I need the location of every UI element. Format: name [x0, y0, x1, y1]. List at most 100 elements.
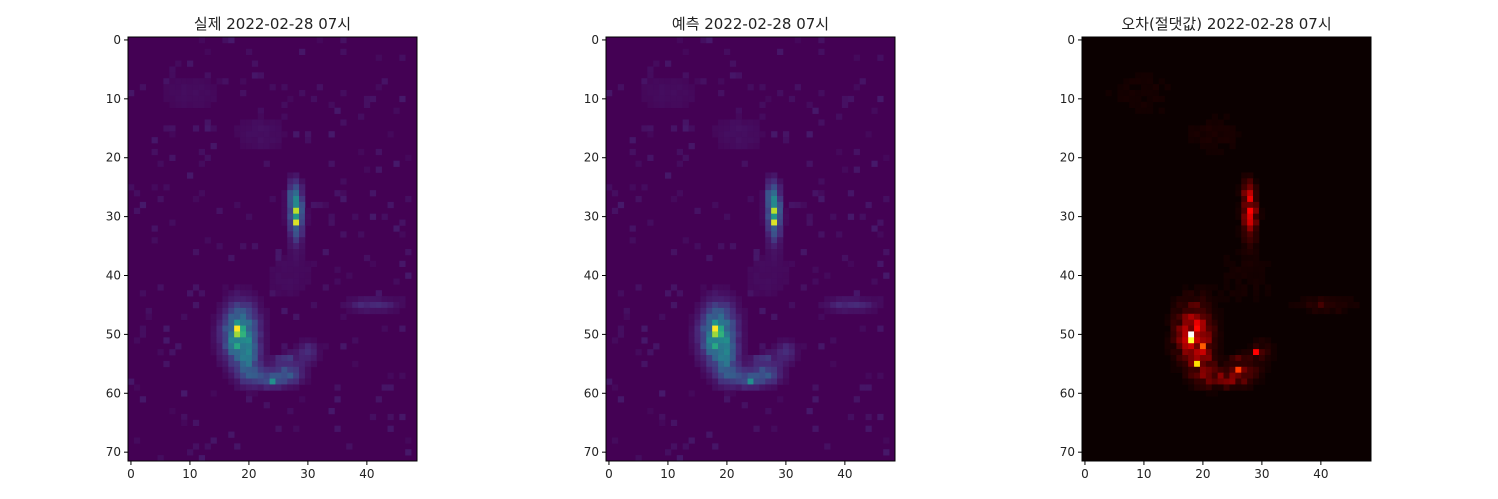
heatmap-cell — [1211, 343, 1219, 350]
heatmap-cell — [316, 343, 323, 350]
heatmap-cell — [1188, 349, 1195, 356]
heatmap-cell — [299, 272, 306, 279]
heatmap-cell — [777, 396, 784, 403]
heatmap-cell — [186, 84, 194, 91]
heatmap-cell — [263, 119, 270, 126]
heatmap-cell — [664, 78, 672, 85]
heatmap-cell — [1247, 243, 1254, 250]
heatmap-cell — [782, 278, 790, 285]
heatmap-cell — [210, 95, 217, 103]
heatmap-cell — [234, 313, 241, 321]
heatmap-cell — [1217, 319, 1224, 326]
heatmap-cell — [263, 402, 270, 409]
heatmap-cell — [782, 343, 790, 350]
heatmap-cell — [824, 443, 831, 450]
heatmap-cell — [1229, 372, 1236, 379]
heatmap-cell — [1152, 95, 1160, 103]
heatmap-cell — [222, 319, 229, 326]
heatmap-cell — [1211, 113, 1219, 120]
heatmap-cell — [1241, 372, 1248, 379]
heatmap-cell — [694, 355, 701, 362]
heatmap-cell — [1229, 266, 1236, 273]
heatmap-cell — [287, 243, 294, 250]
heatmap-cell — [1199, 137, 1207, 144]
heatmap-cell — [735, 107, 743, 114]
heatmap-cell — [399, 219, 406, 226]
heatmap-cell — [251, 290, 259, 297]
heatmap-cell — [234, 378, 241, 385]
heatmap-cell — [281, 101, 288, 109]
heatmap-cell — [1247, 260, 1254, 268]
heatmap-cell — [1211, 372, 1219, 379]
heatmap-cell — [381, 384, 388, 391]
heatmap-cell — [133, 384, 141, 391]
heatmap-cell — [1312, 307, 1319, 315]
heatmap-cell — [718, 290, 725, 297]
heatmap-cell — [670, 302, 678, 309]
heatmap-cell — [245, 131, 253, 138]
heatmap-cell — [617, 290, 625, 297]
heatmap-cell — [641, 90, 648, 97]
heatmap-cell — [818, 178, 825, 185]
heatmap-cell — [611, 190, 619, 197]
heatmap-cell — [853, 296, 860, 303]
heatmap-cell — [293, 343, 300, 350]
heatmap-cell — [1253, 378, 1260, 385]
heatmap-cell — [1253, 366, 1260, 374]
heatmap-cell — [316, 84, 323, 91]
heatmap-cell — [257, 378, 265, 385]
heatmap-cell — [836, 148, 843, 156]
heatmap-cell — [269, 355, 276, 362]
heatmap-cell — [251, 60, 259, 67]
heatmap-cell — [765, 355, 772, 362]
heatmap-cell — [735, 302, 743, 309]
heatmap-cell — [393, 225, 400, 232]
heatmap-cell — [670, 90, 678, 97]
heatmap-cell — [741, 160, 748, 167]
heatmap-cell — [782, 131, 790, 138]
heatmap-cell — [210, 90, 217, 97]
heatmap-cell — [269, 196, 276, 203]
heatmap-cell — [688, 319, 695, 326]
heatmap-cell — [818, 190, 825, 197]
heatmap-cell — [216, 325, 223, 332]
heatmap-cell — [735, 307, 743, 315]
heatmap-cell — [228, 337, 235, 344]
heatmap-cell — [169, 131, 176, 138]
heatmap-cell — [186, 95, 194, 103]
heatmap-cell — [334, 425, 341, 432]
heatmap-cell — [222, 331, 229, 338]
heatmap-cell — [723, 119, 731, 126]
heatmap-cell — [287, 349, 294, 356]
heatmap-cell — [251, 307, 259, 315]
heatmap-cell — [1217, 131, 1224, 138]
heatmap-cell — [1199, 313, 1207, 321]
heatmap-cell — [198, 148, 206, 156]
heatmap-cell — [706, 331, 713, 338]
heatmap-cell — [688, 143, 695, 150]
heatmap-cell — [871, 160, 878, 167]
heatmap-cell — [859, 302, 866, 309]
heatmap-cell — [204, 72, 211, 79]
heatmap-cell — [245, 366, 253, 374]
heatmap-cell — [1199, 360, 1207, 368]
heatmap-cell — [257, 337, 265, 344]
heatmap-cell — [735, 360, 743, 368]
heatmap-cell — [181, 101, 188, 109]
heatmap-cell — [700, 355, 707, 362]
heatmap-cell — [1329, 307, 1336, 315]
heatmap-cell — [304, 349, 312, 356]
heatmap-cell — [1140, 101, 1148, 109]
heatmap-cell — [310, 302, 318, 309]
heatmap-cell — [192, 419, 200, 427]
heatmap-cell — [234, 337, 241, 344]
heatmap-cell — [222, 313, 229, 321]
heatmap-cell — [735, 143, 743, 150]
heatmap-cell — [1129, 78, 1136, 85]
heatmap-cell — [1205, 355, 1213, 362]
heatmap-cell — [1253, 213, 1260, 220]
heatmap-cell — [393, 302, 400, 309]
heatmap-cell — [611, 384, 619, 391]
heatmap-cell — [257, 107, 265, 114]
heatmap-cell — [269, 378, 276, 385]
